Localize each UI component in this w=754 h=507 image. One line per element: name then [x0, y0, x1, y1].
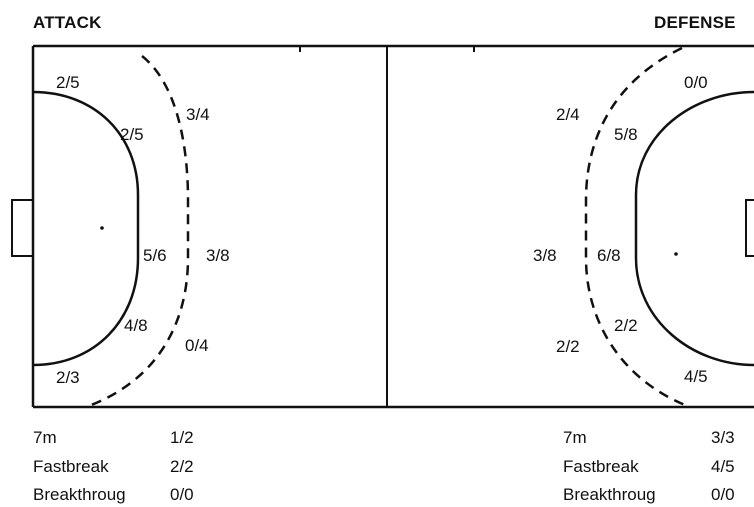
attack-stat-row: Breakthroug 0/0 — [33, 485, 233, 507]
attack-zone-back-top-outer: 3/4 — [186, 105, 210, 124]
left-free-throw-line — [85, 55, 190, 409]
handball-court: 2/5 2/5 3/4 5/6 3/8 4/8 0/4 2/3 0/0 5/8 … — [11, 44, 754, 409]
attack-zone-back-bottom-outer: 0/4 — [185, 336, 209, 355]
defense-stat-row: Fastbreak 4/5 — [563, 457, 754, 479]
attack-stat-label: Fastbreak — [33, 457, 109, 476]
left-goal-area-line — [32, 90, 140, 367]
attack-zone-back-top-inner: 2/5 — [120, 125, 144, 144]
defense-stat-label: Breakthroug — [563, 485, 656, 504]
defense-stat-row: 7m 3/3 — [563, 428, 754, 450]
defense-zone-back-top-outer: 2/4 — [556, 105, 580, 124]
attack-zone-center-outer: 3/8 — [206, 246, 230, 265]
defense-stat-value: 0/0 — [711, 485, 735, 504]
defense-stat-value: 3/3 — [711, 428, 735, 447]
defense-stat-value: 4/5 — [711, 457, 735, 476]
left-seven-meter-mark — [100, 226, 104, 230]
attack-stat-value: 2/2 — [170, 457, 194, 476]
attack-stat-row: Fastbreak 2/2 — [33, 457, 233, 479]
defense-zone-center-outer: 3/8 — [533, 246, 557, 265]
right-goal-area-line — [634, 90, 754, 367]
right-seven-meter-mark — [674, 252, 678, 256]
defense-stat-label: Fastbreak — [563, 457, 639, 476]
attack-stat-label: Breakthroug — [33, 485, 126, 504]
left-goal — [11, 199, 33, 257]
attack-header: ATTACK — [33, 13, 102, 32]
attack-zone-back-bottom-inner: 4/8 — [124, 316, 148, 335]
attack-stat-row: 7m 1/2 — [33, 428, 233, 450]
attack-zone-wing-top: 2/5 — [56, 73, 80, 92]
attack-zone-wing-bottom: 2/3 — [56, 368, 80, 387]
right-free-throw-line — [584, 46, 691, 409]
defense-zone-wing-top: 0/0 — [684, 73, 708, 92]
attack-stat-value: 1/2 — [170, 428, 194, 447]
defense-zone-wing-bottom: 4/5 — [684, 367, 708, 386]
defense-zone-back-top-inner: 5/8 — [614, 125, 638, 144]
defense-stat-label: 7m — [563, 428, 587, 447]
right-goal — [745, 199, 754, 257]
attack-zone-center-inner: 5/6 — [143, 246, 167, 265]
defense-zone-back-bottom-inner: 2/2 — [614, 316, 638, 335]
defense-header: DEFENSE — [654, 13, 736, 32]
attack-stat-value: 0/0 — [170, 485, 194, 504]
defense-stat-row: Breakthroug 0/0 — [563, 485, 754, 507]
attack-stat-label: 7m — [33, 428, 57, 447]
defense-zone-center-inner: 6/8 — [597, 246, 621, 265]
defense-zone-back-bottom-outer: 2/2 — [556, 337, 580, 356]
